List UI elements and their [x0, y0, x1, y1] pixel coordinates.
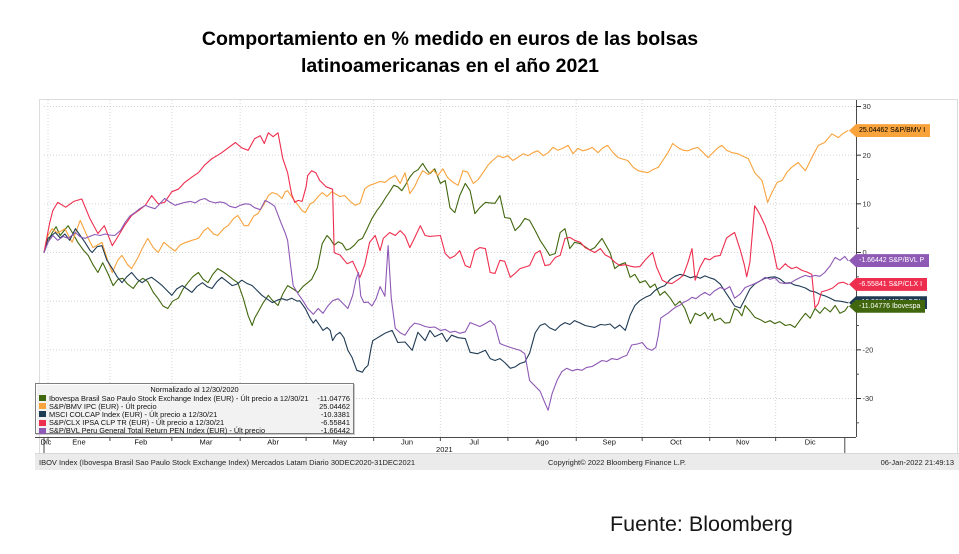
- footer-index-description: IBOV Index (Ibovespa Brasil Sao Paulo St…: [39, 458, 416, 467]
- legend-row-msci-colcap: MSCI COLCAP Index (EUR) - Últ precio a 1…: [39, 409, 350, 419]
- legend-swatch-msci-colcap: [39, 411, 46, 418]
- series-line-msci-col: [43, 228, 849, 373]
- legend-value: 25.04462: [319, 401, 350, 411]
- legend-swatch-bmv-ipc: [39, 403, 46, 410]
- source-caption: Fuente: Bloomberg: [610, 512, 793, 536]
- page-title-line1: Comportamiento en % medido en euros de l…: [201, 28, 699, 50]
- legend-row-bmv-ipc: S&P/BMV IPC (EUR) - Últ precio 25.04462: [39, 401, 350, 411]
- legend-row-clx-ipsa: S&P/CLX IPSA CLP TR (EUR) - Últ precio a…: [39, 418, 350, 428]
- x-month-label: Dic: [805, 438, 816, 447]
- y-tick-label: 0: [863, 248, 867, 257]
- x-month-label: Sep: [603, 438, 616, 447]
- page-title-line2: latinoamericanas en el año 2021: [300, 55, 600, 77]
- series-line-ibovespa: [43, 162, 849, 328]
- axis-tag-ibovespa: -11.04776 Ibovespa: [849, 299, 926, 313]
- x-month-label: Dic: [41, 438, 52, 447]
- y-tick-label: 10: [863, 200, 871, 209]
- legend-label: MSCI COLCAP Index (EUR) - Últ precio a 1…: [49, 409, 218, 419]
- x-month-label: Jul: [469, 438, 479, 447]
- y-tick-label: -30: [863, 394, 874, 403]
- legend-value: -1.66442: [320, 426, 350, 436]
- x-month-label: Mar: [200, 438, 213, 447]
- legend-label: S&P/CLX IPSA CLP TR (EUR) - Últ precio a…: [49, 418, 225, 428]
- chart-legend: Normalizado al 12/30/2020 Ibovespa Brasi…: [35, 383, 354, 436]
- legend-value: -11.04776: [317, 393, 350, 403]
- legend-value: -10.3381: [320, 409, 350, 419]
- axis-tag-clx-ipsa: -6.55841 S&P/CLX I: [849, 277, 928, 291]
- legend-label: S&P/BMV IPC (EUR) - Últ precio: [49, 401, 157, 411]
- legend-swatch-ibovespa: [39, 395, 46, 402]
- legend-value: -6.55841: [320, 418, 350, 428]
- series-line-s-p-bvl-p: [43, 197, 849, 411]
- legend-swatch-clx-ipsa: [39, 419, 46, 426]
- series-line-s-p-bmv-i: [43, 130, 849, 274]
- axis-tag-bvl-peru: -1.66442 S&P/BVL P: [849, 254, 930, 268]
- footer-timestamp: 06-Jan-2022 21:49:13: [880, 458, 954, 467]
- y-tick-label: 20: [863, 151, 871, 160]
- footer-copyright: Copyright© 2022 Bloomberg Finance L.P.: [548, 458, 686, 467]
- terminal-footer-bar: IBOV Index (Ibovespa Brasil Sao Paulo St…: [35, 453, 959, 470]
- legend-row-ibovespa: Ibovespa Brasil Sao Paulo Stock Exchange…: [39, 393, 350, 403]
- x-month-label: Abr: [267, 438, 279, 447]
- x-month-label: Feb: [134, 438, 147, 447]
- axis-tag-bmv-ipc: 25.04462 S&P/BMV I: [849, 124, 931, 138]
- x-month-label: Nov: [736, 438, 750, 447]
- x-month-label: Ago: [535, 438, 548, 447]
- y-tick-label: -20: [863, 346, 874, 355]
- x-month-label: Ene: [72, 438, 85, 447]
- x-month-label: May: [333, 438, 347, 447]
- legend-label: Ibovespa Brasil Sao Paulo Stock Exchange…: [49, 393, 309, 403]
- series-line-s-p-clx-i: [43, 132, 849, 309]
- page-title: Comportamiento en % medido en euros de l…: [0, 26, 900, 80]
- legend-label: S&P/BVL Peru General Total Return PEN In…: [49, 426, 266, 436]
- legend-swatch-bvl-peru: [39, 427, 46, 434]
- legend-header: Normalizado al 12/30/2020: [150, 385, 239, 394]
- x-year-label: 2021: [436, 445, 453, 454]
- y-tick-label: 30: [863, 102, 871, 111]
- x-month-label: Oct: [670, 438, 683, 447]
- x-month-label: Jun: [401, 438, 413, 447]
- legend-row-bvl-peru: S&P/BVL Peru General Total Return PEN In…: [39, 426, 350, 436]
